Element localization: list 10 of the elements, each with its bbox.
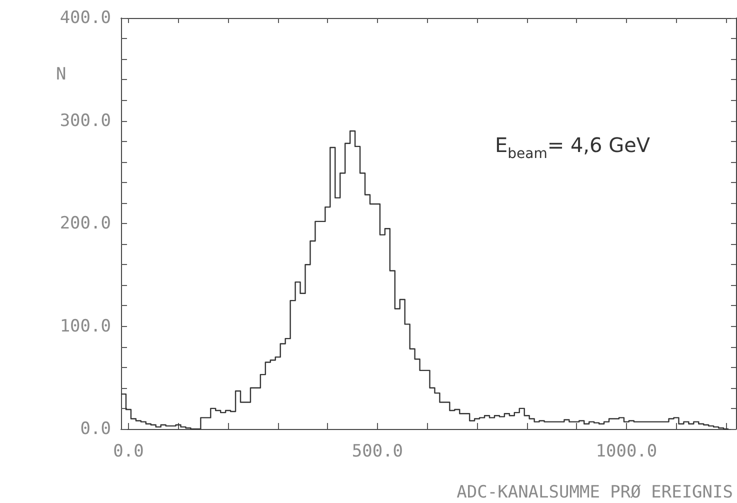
y-axis-title: N [56, 64, 66, 84]
y-tick-label: 100.0 [60, 316, 111, 336]
x-tick-label: 500.0 [352, 442, 404, 462]
x-tick-label: 1000.0 [596, 442, 658, 462]
x-tick-label: 0.0 [113, 442, 144, 462]
y-tick-label: 400.0 [60, 8, 111, 28]
x-axis-title: ADC-KANALSUMME PRØ EREIGNIS [456, 482, 733, 502]
y-tick-label: 300.0 [60, 110, 111, 131]
y-tick-label: 200.0 [60, 214, 111, 234]
y-tick-label: 0.0 [80, 419, 111, 439]
